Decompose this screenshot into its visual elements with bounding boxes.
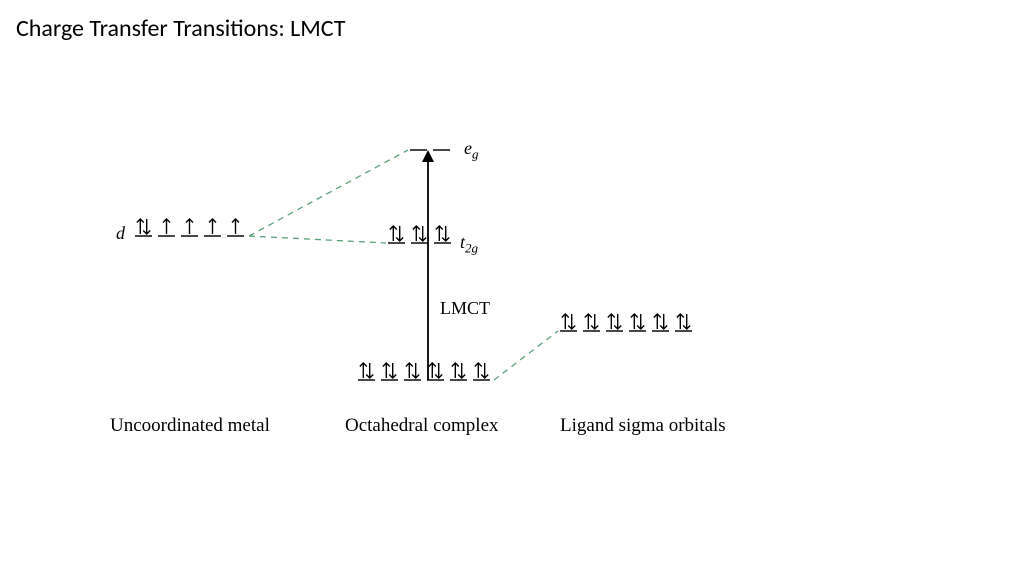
label-d: d: [116, 223, 125, 244]
correlation-line: [494, 331, 558, 380]
label-lmct: LMCT: [440, 298, 490, 319]
label-eg: eg: [464, 138, 478, 163]
label-ligand: Ligand sigma orbitals: [560, 415, 726, 437]
correlation-line: [249, 236, 386, 243]
mo-diagram: [0, 0, 1024, 576]
correlation-line: [249, 150, 408, 236]
label-t2g: t2g: [460, 232, 478, 257]
label-uncoord: Uncoordinated metal: [110, 415, 270, 437]
lmct-transition-arrowhead: [422, 150, 434, 162]
label-octa: Octahedral complex: [345, 415, 499, 437]
